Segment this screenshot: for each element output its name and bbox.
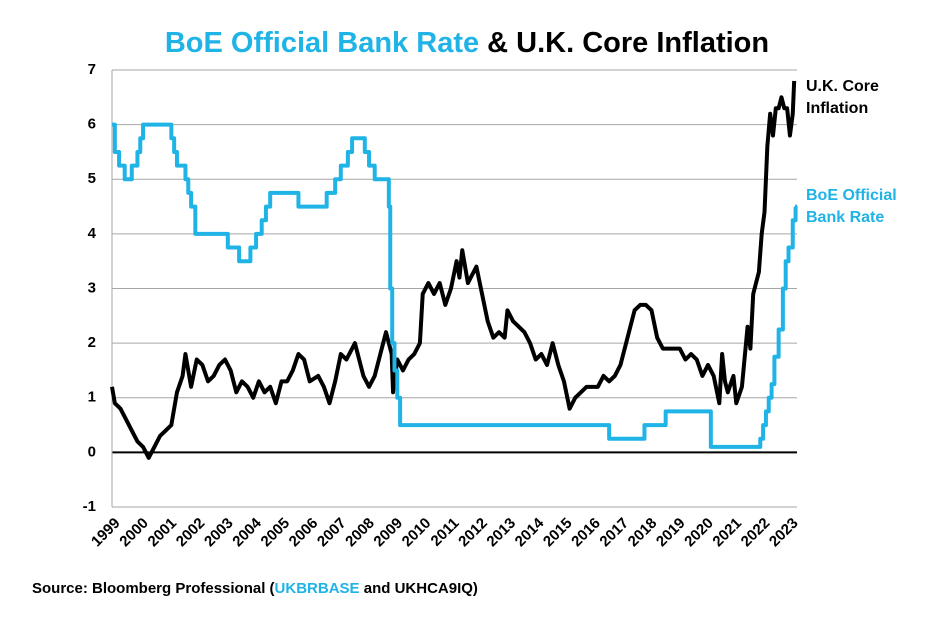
x-tick-label: 2010	[399, 515, 435, 551]
x-tick-label: 2001	[145, 515, 181, 551]
y-tick-label: 0	[88, 443, 96, 460]
series-label: BoE Official Bank Rate	[806, 187, 897, 226]
data-line	[112, 122, 798, 449]
x-tick-label: 2006	[286, 515, 322, 551]
y-tick-label: 2	[88, 334, 96, 351]
y-tick-label: 4	[88, 225, 97, 242]
x-tick-label: 2007	[314, 515, 350, 551]
y-tick-label: 6	[88, 116, 96, 133]
source-part: and UKHCA9IQ)	[360, 580, 478, 597]
y-tick-label: 5	[88, 170, 96, 187]
source-note: Source: Bloomberg Professional (UKBRBASE…	[32, 580, 478, 597]
x-tick-label: 2018	[625, 515, 661, 551]
y-tick-label: 7	[88, 61, 96, 78]
source-part: Source: Bloomberg Professional (	[32, 580, 275, 597]
x-tick-label: 2019	[653, 515, 689, 551]
title-part: BoE Official Bank Rate	[165, 27, 479, 59]
y-tick-label: 1	[88, 389, 96, 406]
chart-title: BoE Official Bank Rate & U.K. Core Infla…	[165, 27, 769, 59]
data-line	[110, 80, 797, 460]
source-part: UKBRBASE	[275, 580, 360, 597]
x-tick-label: 2017	[596, 515, 632, 551]
x-tick-label: 2020	[681, 515, 717, 551]
y-tick-label: -1	[83, 498, 96, 515]
x-tick-label: 2009	[370, 515, 406, 551]
x-tick-label: 2011	[428, 515, 463, 550]
x-tick-label: 2005	[257, 515, 293, 551]
x-tick-label: 2002	[173, 515, 209, 551]
x-tick-label: 2022	[738, 515, 774, 551]
x-tick-label: 1999	[88, 515, 124, 551]
x-tick-label: 2012	[455, 515, 491, 551]
x-tick-label: 2021	[709, 515, 745, 551]
x-tick-label: 2003	[201, 515, 237, 551]
y-tick-label: 3	[88, 279, 96, 296]
x-tick-label: 2013	[483, 515, 519, 551]
x-tick-label: 2023	[766, 515, 802, 551]
x-tick-label: 2014	[512, 514, 548, 550]
series-label: U.K. Core Inflation	[806, 78, 879, 117]
x-tick-label: 2004	[229, 514, 265, 550]
x-tick-label: 2015	[540, 515, 576, 551]
x-tick-label: 2008	[342, 515, 378, 551]
x-tick-label: 2000	[116, 515, 152, 551]
x-tick-label: 2016	[568, 515, 604, 551]
title-part: & U.K. Core Inflation	[487, 27, 769, 59]
